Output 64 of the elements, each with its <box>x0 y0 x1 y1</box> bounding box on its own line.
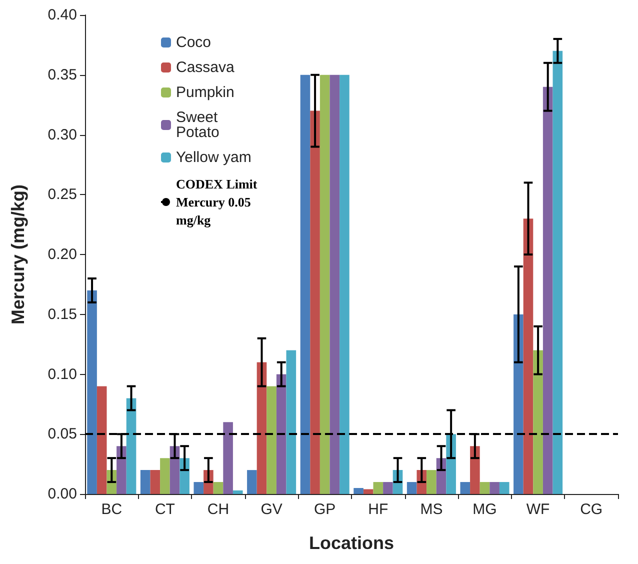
bar <box>426 470 436 494</box>
x-tick-label: CH <box>207 501 230 518</box>
bar <box>383 482 393 494</box>
bar <box>460 482 470 494</box>
bar <box>523 218 534 494</box>
bar <box>490 482 500 494</box>
bar <box>213 482 224 494</box>
x-tick-label: CG <box>580 501 603 518</box>
x-tick-label: MS <box>420 501 443 518</box>
legend-label: Yellow yam <box>176 149 252 166</box>
bar <box>499 482 510 494</box>
bar <box>330 74 340 494</box>
y-tick-label: 0.30 <box>48 126 77 144</box>
bar <box>150 470 160 494</box>
bar <box>286 350 296 494</box>
y-tick-label: 0.35 <box>48 66 77 84</box>
y-tick-label: 0.25 <box>48 186 77 204</box>
bar <box>140 470 150 494</box>
bar <box>116 446 126 494</box>
bar <box>480 482 490 494</box>
legend-label: Coco <box>176 34 212 51</box>
x-tick-label: MG <box>472 501 497 518</box>
x-tick-label: WF <box>526 501 550 518</box>
bar <box>514 314 524 494</box>
bar <box>232 490 243 494</box>
y-tick-label: 0.40 <box>48 6 77 24</box>
x-tick-label: BC <box>101 501 122 518</box>
bar <box>247 470 257 494</box>
bar <box>310 110 320 494</box>
bar <box>266 386 276 494</box>
bar <box>87 290 97 494</box>
bar <box>96 386 107 494</box>
bar <box>406 482 417 494</box>
x-tick-label: CT <box>154 501 175 518</box>
bar <box>533 350 543 494</box>
bar <box>470 446 480 494</box>
y-tick-label: 0.20 <box>48 246 77 263</box>
y-tick-label: 0.15 <box>48 306 77 323</box>
bar <box>300 74 310 494</box>
bar <box>552 50 563 494</box>
bar <box>354 488 364 494</box>
bar <box>276 374 286 494</box>
bar <box>363 489 374 494</box>
bar <box>126 398 136 494</box>
y-axis-title: Mercury (mg/kg) <box>8 184 28 325</box>
y-tick-label: 0.05 <box>48 426 77 443</box>
bar <box>160 458 170 494</box>
bar <box>320 74 330 494</box>
legend-label: Cassava <box>176 59 236 76</box>
y-tick-label: 0.00 <box>48 486 77 502</box>
bar <box>542 86 553 494</box>
legend-label: CODEX Limit Mercury 0.05 mg/kg <box>176 176 260 228</box>
x-tick-label: GV <box>260 501 282 518</box>
y-tick-label: 0.10 <box>48 366 77 383</box>
bar <box>373 482 384 494</box>
bar <box>194 482 204 494</box>
bar <box>223 422 233 494</box>
bar <box>340 74 350 494</box>
bar <box>256 362 267 494</box>
x-tick-label: GP <box>314 501 336 518</box>
x-axis-title: Locations <box>308 533 394 553</box>
legend-label: Sweet Potato <box>176 109 222 141</box>
x-tick-label: HF <box>368 501 388 518</box>
legend-label: Pumpkin <box>176 84 234 101</box>
